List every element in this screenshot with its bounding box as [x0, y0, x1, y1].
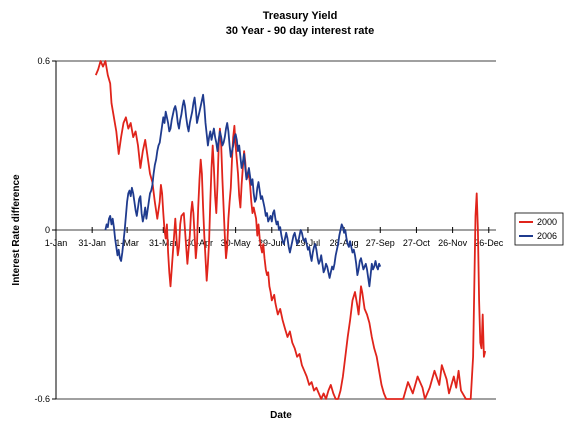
series-line-2006: [104, 93, 382, 288]
legend: 2000 2006: [514, 212, 564, 246]
x-tick-label: 30-Apr: [186, 238, 213, 248]
x-tick-label: 26-Nov: [438, 238, 468, 248]
chart-subtitle: 30 Year - 90 day interest rate: [226, 25, 374, 37]
x-tick-label: 31-Mar: [149, 238, 178, 248]
x-tick-label: 30-May: [221, 238, 252, 248]
series-layer: [94, 60, 487, 400]
y-axis-title: Interest Rate difference: [11, 174, 22, 286]
x-tick-label: 28-Aug: [330, 238, 359, 248]
x-tick-label: 1-Mar: [115, 238, 139, 248]
x-tick-label: 29-Jul: [296, 238, 321, 248]
chart-title: Treasury Yield: [263, 10, 338, 22]
legend-label-2006: 2006: [537, 231, 557, 241]
x-tick-label: 31-Jan: [78, 238, 106, 248]
y-tick-label: 0.6: [37, 56, 50, 66]
x-tick-label: 27-Sep: [366, 238, 395, 248]
x-tick-label: 29-Jun: [258, 238, 286, 248]
x-tick-label: 27-Oct: [403, 238, 431, 248]
legend-label-2000: 2000: [537, 217, 557, 227]
x-axis-title: Date: [270, 410, 292, 421]
legend-box: [514, 212, 564, 246]
x-tick-label: 26-Dec: [474, 238, 504, 248]
axes: 0.6 0 -0.6 1-Jan 31-Jan 1-Mar 31-Mar 30-Apr 30-M…: [34, 56, 503, 404]
x-tick-label: 1-Jan: [45, 238, 68, 248]
y-tick-label: -0.6: [34, 394, 50, 404]
y-tick-label: 0: [45, 225, 50, 235]
